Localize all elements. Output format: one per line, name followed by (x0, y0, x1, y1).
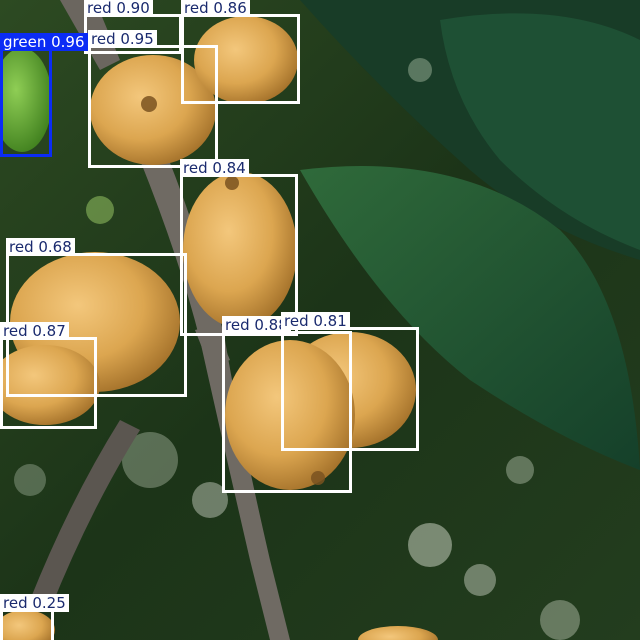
detection-label: red 0.81 (281, 312, 350, 330)
detection-label: red 0.86 (181, 0, 250, 17)
detection-label: red 0.88 (222, 316, 291, 334)
detection-box: red 0.84 (180, 159, 298, 336)
detection-box: red 0.90 (84, 0, 182, 54)
detection-box: red 0.25 (0, 594, 69, 640)
detection-box: red 0.86 (181, 0, 300, 104)
detection-box: red 0.68 (6, 238, 187, 397)
detection-label: red 0.68 (6, 238, 75, 256)
detection-label: red 0.87 (0, 322, 69, 340)
detection-box: red 0.87 (0, 322, 97, 429)
detection-label: red 0.95 (88, 30, 157, 48)
detection-label: red 0.84 (180, 159, 249, 177)
detection-box: red 0.95 (88, 30, 218, 168)
detection-box: red 0.81 (281, 312, 419, 451)
detection-box: red 0.88 (222, 316, 352, 493)
detection-label: red 0.90 (84, 0, 153, 17)
detection-label: green 0.96 (0, 33, 88, 51)
detection-box: green 0.96 (0, 33, 88, 157)
detection-label: red 0.25 (0, 594, 69, 612)
